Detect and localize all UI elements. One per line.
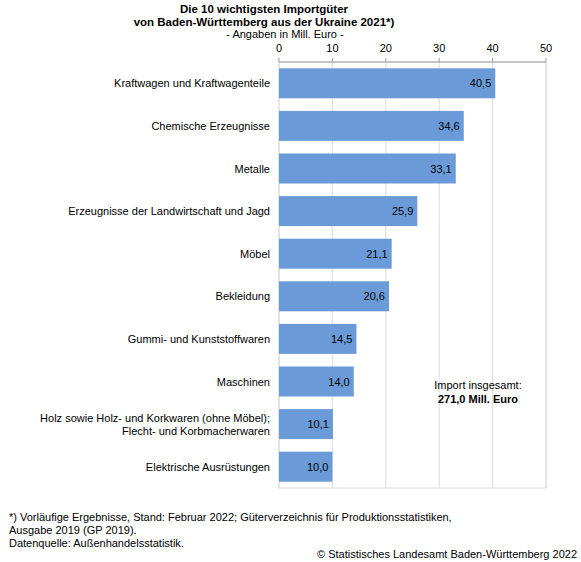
category-label: Maschinen (217, 376, 270, 388)
text-line: Bekleidung (216, 290, 270, 302)
bar (279, 324, 356, 354)
category-label: Elektrische Ausrüstungen (146, 461, 270, 473)
axis-line (279, 62, 546, 63)
text-line: Möbel (240, 248, 270, 260)
data-label: 40,5 (470, 77, 491, 89)
bar (279, 367, 354, 397)
chart: Die 10 wichtigsten Importgütervon Baden-… (0, 0, 581, 562)
plot-frame (279, 62, 546, 488)
bar (279, 239, 392, 269)
text-line: Kraftwagen und Kraftwagenteile (114, 77, 270, 89)
title: Die 10 wichtigsten Importgütervon Baden-… (134, 3, 395, 28)
data-label: 34,6 (438, 120, 459, 132)
data-label: 14,5 (331, 333, 352, 345)
text-line: Metalle (235, 163, 270, 175)
footnote: Datenquelle: Außenhandelsstatistik. (9, 537, 184, 549)
text-line: Elektrische Ausrüstungen (146, 461, 270, 473)
grid (279, 58, 546, 488)
tick-mark (439, 58, 440, 62)
annotation: Import insgesamt: (434, 379, 521, 391)
footnote: *) Vorläufige Ergebnisse, Stand: Februar… (9, 511, 452, 523)
data-label: 20,6 (364, 290, 385, 302)
text-line: Chemische Erzeugnisse (151, 120, 270, 132)
tick-label: 20 (380, 42, 392, 54)
data-label: 21,1 (366, 248, 387, 260)
bars (279, 68, 495, 481)
bar (279, 154, 456, 184)
category-label: Erzeugnisse der Landwirtschaft und Jagd (68, 205, 270, 217)
category-label: Bekleidung (216, 290, 270, 302)
subtitle: - Angaben in Mill. Euro - (226, 28, 344, 40)
tick-label: 30 (433, 42, 445, 54)
text-line: Maschinen (217, 376, 270, 388)
bar (279, 68, 495, 98)
text-line: Flecht- und Korbmacherwaren (122, 425, 270, 437)
tick-mark (332, 58, 333, 62)
labels: Kraftwagen und Kraftwagenteile 40,5 Chemis… (40, 77, 491, 472)
bar (279, 452, 332, 482)
bar (279, 281, 389, 311)
category-label: Möbel (240, 248, 270, 260)
text-line: Gummi- und Kunststoffwaren (128, 333, 270, 345)
text-line: Die 10 wichtigsten Importgüter (180, 3, 349, 15)
data-label: 33,1 (430, 163, 451, 175)
text-line: von Baden-Württemberg aus der Ukraine 20… (134, 16, 395, 28)
tick-mark (279, 58, 280, 62)
footnote: Ausgabe 2019 (GP 2019). (9, 524, 137, 536)
category-label: Kraftwagen und Kraftwagenteile (114, 77, 270, 89)
grid-line (492, 62, 493, 488)
tick-label: 40 (486, 42, 498, 54)
category-label: Metalle (235, 163, 270, 175)
data-label: 25,9 (392, 205, 413, 217)
category-label: Holz sowie Holz- und Korkwaren (ohne Möb… (40, 412, 270, 437)
data-label: 14,0 (328, 376, 349, 388)
text-line: Erzeugnisse der Landwirtschaft und Jagd (68, 205, 270, 217)
bar (279, 409, 333, 439)
tick-mark (546, 58, 547, 62)
data-label: 10,1 (308, 418, 329, 430)
tick-label: 10 (326, 42, 338, 54)
tick-label: 50 (540, 42, 552, 54)
tick-mark (385, 58, 386, 62)
category-label: Gummi- und Kunststoffwaren (128, 333, 270, 345)
text-line: Holz sowie Holz- und Korkwaren (ohne Möb… (40, 412, 270, 424)
tick-label: 0 (276, 42, 282, 54)
bar (279, 196, 417, 226)
source: © Statistisches Landesamt Baden-Württemb… (317, 548, 577, 560)
bar (279, 111, 464, 141)
tick-mark (492, 58, 493, 62)
data-label: 10,0 (307, 461, 328, 473)
annotation: 271,0 Mill. Euro (438, 393, 518, 405)
category-label: Chemische Erzeugnisse (151, 120, 270, 132)
